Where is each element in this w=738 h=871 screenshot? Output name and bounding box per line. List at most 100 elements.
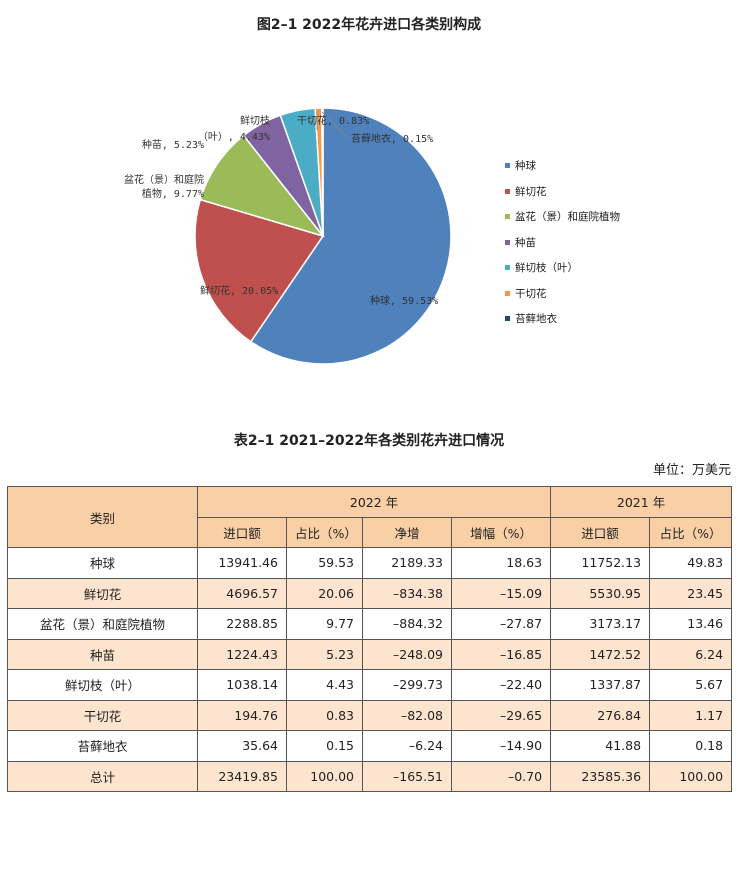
legend-label: 种苗 xyxy=(515,236,536,249)
legend-item: 鲜切枝（叶） xyxy=(505,255,620,281)
legend-label: 盆花（景）和庭院植物 xyxy=(515,211,620,224)
table-cell: 1224.43 xyxy=(197,638,287,670)
legend-item: 苔藓地衣 xyxy=(505,306,620,332)
table-cell: –6.24 xyxy=(362,730,452,762)
table-unit: 单位：万美元 xyxy=(652,463,731,478)
table-cell: 41.88 xyxy=(550,730,651,762)
slice-label: 鲜切花, 20.05% xyxy=(200,284,278,297)
header-year-2022: 2022 年 xyxy=(196,486,552,518)
table-row: 鲜切花 4696.57 20.06 –834.38 –15.09 5530.95 23.45 xyxy=(7,577,733,609)
table-cell: 3173.17 xyxy=(550,608,651,640)
legend-label: 苔藓地衣 xyxy=(515,313,557,326)
table-cell: –834.38 xyxy=(362,577,452,609)
table-cell: 13941.46 xyxy=(197,547,287,579)
table-row: 鲜切枝（叶） 1038.14 4.43 –299.73 –22.40 1337.87 5.6… xyxy=(7,669,733,701)
table-row: 苔藓地衣 35.64 0.15 –6.24 –14.90 41.88 0.18 xyxy=(7,730,733,762)
row-category: 盆花（景）和庭院植物 xyxy=(7,608,198,640)
table-cell: 13.46 xyxy=(649,608,733,640)
legend-swatch xyxy=(505,188,510,194)
legend-swatch xyxy=(505,316,510,322)
table-cell: 23419.85 xyxy=(197,760,287,792)
table-row: 总计 23419.85 100.00 –165.51 –0.70 23585.36 100.… xyxy=(7,760,733,792)
header-2021-share: 占比（%） xyxy=(649,516,733,548)
table-cell: 100.00 xyxy=(649,760,733,792)
table-cell: 5530.95 xyxy=(550,577,651,609)
table-cell: 35.64 xyxy=(197,730,287,762)
table-cell: –27.87 xyxy=(450,608,552,640)
table-cell: 1472.52 xyxy=(550,638,651,670)
header-2022-net: 净增 xyxy=(362,516,452,548)
table-title: 表2–1 2021–2022年各类别花卉进口情况 xyxy=(233,433,505,449)
table-cell: –14.90 xyxy=(450,730,552,762)
table-cell: –884.32 xyxy=(362,608,452,640)
table-cell: 2189.33 xyxy=(362,547,452,579)
header-2022-share: 占比（%） xyxy=(286,516,363,548)
table-cell: 5.67 xyxy=(649,669,733,701)
pie-slice xyxy=(321,107,324,237)
table-cell: 0.18 xyxy=(649,730,733,762)
legend-swatch xyxy=(505,214,510,220)
legend-item: 鲜切花 xyxy=(505,179,620,205)
table-cell: –16.85 xyxy=(450,638,552,670)
table-cell: 20.06 xyxy=(286,577,363,609)
pie-chart: 种球, 59.53% 鲜切花, 20.05% 盆花（景）和庭院植物, 9.77% 种苗… xyxy=(124,107,452,365)
legend-label: 鲜切枝（叶） xyxy=(515,262,578,275)
legend-label: 干切花 xyxy=(515,287,547,300)
slice-label: 鲜切枝 xyxy=(240,114,270,127)
legend-item: 种苗 xyxy=(505,230,620,256)
pie-slice xyxy=(249,107,452,365)
table-cell: 100.00 xyxy=(286,760,363,792)
slice-label: （叶）, 4.43% xyxy=(198,131,270,143)
table-cell: 276.84 xyxy=(550,699,651,731)
table-cell: 49.83 xyxy=(649,547,733,579)
row-category: 鲜切枝（叶） xyxy=(7,669,198,701)
slice-label: 植物, 9.77% xyxy=(142,187,204,200)
table-cell: –299.73 xyxy=(362,669,452,701)
legend-label: 鲜切花 xyxy=(515,185,547,198)
slice-label: 种球, 59.53% xyxy=(370,294,438,307)
legend-item: 种球 xyxy=(505,153,620,179)
legend-label: 种球 xyxy=(515,160,536,173)
chart-legend: 种球鲜切花盆花（景）和庭院植物 种苗鲜切枝（叶） 干切花苔藓地衣 xyxy=(505,153,620,332)
table-row: 盆花（景）和庭院植物 2288.85 9.77 –884.32 –27.87 3173.1… xyxy=(7,608,733,640)
leader-line xyxy=(321,111,349,139)
table-cell: 4696.57 xyxy=(197,577,287,609)
table-cell: –29.65 xyxy=(450,699,552,731)
table-row: 干切花 194.76 0.83 –82.08 –29.65 276.84 1.17 xyxy=(7,699,733,731)
pie-slice xyxy=(194,198,325,343)
table-row: 种球 13941.46 59.53 2189.33 18.63 11752.13 49.83 xyxy=(7,547,733,579)
table-cell: 1337.87 xyxy=(550,669,651,701)
legend-swatch xyxy=(505,290,510,296)
table-cell: 1.17 xyxy=(649,699,733,731)
table-cell: 0.83 xyxy=(286,699,363,731)
import-table: 类别 2022 年 2021 年 进口额 占比（%） 净增 增幅（%） 进口额 … xyxy=(7,486,733,792)
table-cell: 0.15 xyxy=(286,730,363,762)
table-cell: 6.24 xyxy=(649,638,733,670)
row-category: 鲜切花 xyxy=(7,577,198,609)
header-2022-import: 进口额 xyxy=(197,516,287,548)
row-category: 苔藓地衣 xyxy=(7,730,198,762)
table-cell: 9.77 xyxy=(286,608,363,640)
legend-item: 盆花（景）和庭院植物 xyxy=(505,204,620,230)
slice-label: 干切花, 0.83% xyxy=(297,114,369,127)
table-cell: 194.76 xyxy=(197,699,287,731)
header-2021-import: 进口额 xyxy=(550,516,651,548)
header-category: 类别 xyxy=(7,486,198,548)
table-row: 种苗 1224.43 5.23 –248.09 –16.85 1472.52 6.24 xyxy=(7,638,733,670)
row-category: 种球 xyxy=(7,547,198,579)
figure-title: 图2–1 2022年花卉进口各类别构成 xyxy=(256,17,482,33)
table-cell: –22.40 xyxy=(450,669,552,701)
row-category: 干切花 xyxy=(7,699,198,731)
row-category: 种苗 xyxy=(7,638,198,670)
slice-label: 种苗, 5.23% xyxy=(142,138,204,151)
header-year-2021: 2021 年 xyxy=(550,486,733,518)
legend-swatch xyxy=(505,265,510,271)
table-cell: 1038.14 xyxy=(197,669,287,701)
legend-swatch xyxy=(505,239,510,245)
table-cell: 59.53 xyxy=(286,547,363,579)
table-cell: 18.63 xyxy=(450,547,552,579)
table-cell: –82.08 xyxy=(362,699,452,731)
table-cell: 2288.85 xyxy=(197,608,287,640)
slice-label: 苔藓地衣, 0.15% xyxy=(351,132,433,145)
header-2022-growth: 增幅（%） xyxy=(450,516,552,548)
